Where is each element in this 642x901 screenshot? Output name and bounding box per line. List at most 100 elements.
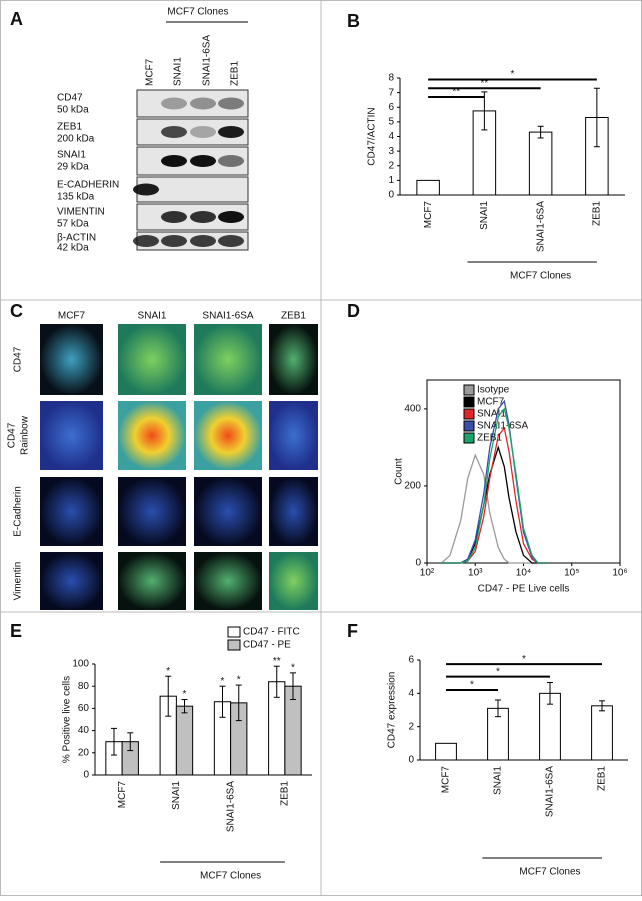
- y-tick-label: 40: [78, 725, 90, 736]
- x-tick-label: 10⁴: [516, 568, 531, 579]
- significance: *: [183, 689, 187, 700]
- micrograph: [40, 324, 103, 395]
- legend-swatch: [463, 396, 475, 408]
- x-tick-label: SNAI1: [479, 201, 490, 230]
- blot-band: [218, 211, 244, 223]
- significance: **: [452, 87, 460, 98]
- x-tick-label: 10⁵: [564, 568, 579, 579]
- y-tick-label: 6: [388, 102, 394, 113]
- legend-swatch: [463, 408, 475, 420]
- legend-label: Isotype: [477, 385, 510, 396]
- legend-label: ZEB1: [477, 433, 502, 444]
- y-tick-label: 2: [408, 721, 414, 732]
- blot-band: [161, 155, 187, 167]
- x-tick-label: 10²: [420, 568, 435, 579]
- legend-label: MCF7: [477, 397, 505, 408]
- lane-label: MCF7: [145, 58, 156, 86]
- row-label: E-Cadherin: [13, 486, 24, 537]
- y-tick-label: 0: [83, 770, 89, 781]
- y-tick-label: 2: [388, 160, 394, 171]
- row-label: Vimentin: [13, 562, 24, 601]
- micrograph: [118, 552, 186, 610]
- legend-label: SNAI1: [477, 409, 506, 420]
- bar: [528, 131, 553, 196]
- micrograph: [40, 477, 103, 546]
- y-tick-label: 5: [388, 117, 394, 128]
- x-tick-label: ZEB1: [597, 766, 608, 791]
- column-label: MCF7: [58, 311, 86, 322]
- blot-band: [161, 211, 187, 223]
- bar: [591, 705, 613, 761]
- micrograph: [194, 401, 262, 470]
- y-tick-label: 400: [404, 404, 421, 415]
- significance: *: [522, 654, 526, 665]
- significance: *: [291, 663, 295, 674]
- row-label: Rainbow: [20, 415, 31, 455]
- legend-swatch: [463, 432, 475, 444]
- panel-label: D: [347, 301, 360, 321]
- y-tick-label: 0: [415, 558, 421, 569]
- y-axis-label: CD47/ACTIN: [367, 107, 378, 165]
- x-tick-label: SNAI1-6SA: [225, 781, 236, 832]
- row-label: CD47: [13, 346, 24, 372]
- y-tick-label: 60: [78, 703, 90, 714]
- lane-label: SNAI1: [173, 57, 184, 86]
- x-tick-label: SNAI1-6SA: [535, 201, 546, 252]
- size-label: 29 kDa: [57, 162, 89, 173]
- size-label: 50 kDa: [57, 105, 89, 116]
- legend-label: CD47 - PE: [243, 640, 291, 651]
- blot-band: [190, 126, 216, 138]
- protein-label: β-ACTIN: [57, 233, 96, 244]
- blot-band: [218, 126, 244, 138]
- y-tick-label: 200: [404, 481, 421, 492]
- histogram-line: [441, 453, 547, 564]
- y-tick-label: 1: [388, 175, 394, 186]
- blot-band: [218, 155, 244, 167]
- legend-swatch: [463, 384, 475, 396]
- micrograph: [194, 552, 262, 610]
- panel-label: C: [10, 301, 23, 321]
- x-axis-label: MCF7 Clones: [519, 867, 580, 878]
- legend-swatch: [227, 639, 241, 651]
- histogram-line: [441, 445, 547, 564]
- column-label: SNAI1-6SA: [202, 311, 253, 322]
- blot-band: [190, 97, 216, 110]
- bar: [435, 742, 457, 761]
- legend-swatch: [463, 420, 475, 432]
- panel-label: E: [10, 621, 22, 641]
- protein-label: VIMENTIN: [57, 207, 105, 218]
- blot-band: [133, 183, 159, 196]
- size-label: 200 kDa: [57, 134, 95, 145]
- y-tick-label: 7: [388, 87, 394, 98]
- blot-band: [218, 235, 244, 247]
- x-tick-label: SNAI1: [171, 781, 182, 810]
- protein-label: CD47: [57, 93, 83, 104]
- x-axis-label: MCF7 Clones: [200, 871, 261, 882]
- micrograph: [118, 324, 186, 395]
- y-tick-label: 6: [408, 655, 414, 666]
- micrograph: [118, 477, 186, 546]
- y-axis-label: % Positive live cells: [62, 676, 73, 763]
- panel-label: F: [347, 621, 358, 641]
- histogram-line: [441, 426, 547, 564]
- y-tick-label: 8: [388, 73, 394, 84]
- x-axis-label: MCF7 Clones: [510, 271, 571, 282]
- bar: [175, 705, 194, 776]
- protein-label: ZEB1: [57, 122, 82, 133]
- x-tick-label: SNAI1-6SA: [545, 766, 556, 817]
- blot-band: [218, 97, 244, 110]
- significance: **: [273, 656, 281, 667]
- y-tick-label: 0: [388, 190, 394, 201]
- legend-label: SNAI1-6SA: [477, 421, 528, 432]
- size-label: 42 kDa: [57, 243, 89, 254]
- blot-band: [190, 155, 216, 167]
- micrograph: [269, 477, 318, 546]
- column-label: SNAI1: [138, 311, 167, 322]
- significance: *: [166, 666, 170, 677]
- blot-band: [190, 235, 216, 247]
- blot-band: [161, 126, 187, 138]
- y-tick-label: 4: [408, 688, 414, 699]
- micrograph: [118, 401, 186, 470]
- y-axis-label: Count: [394, 458, 405, 485]
